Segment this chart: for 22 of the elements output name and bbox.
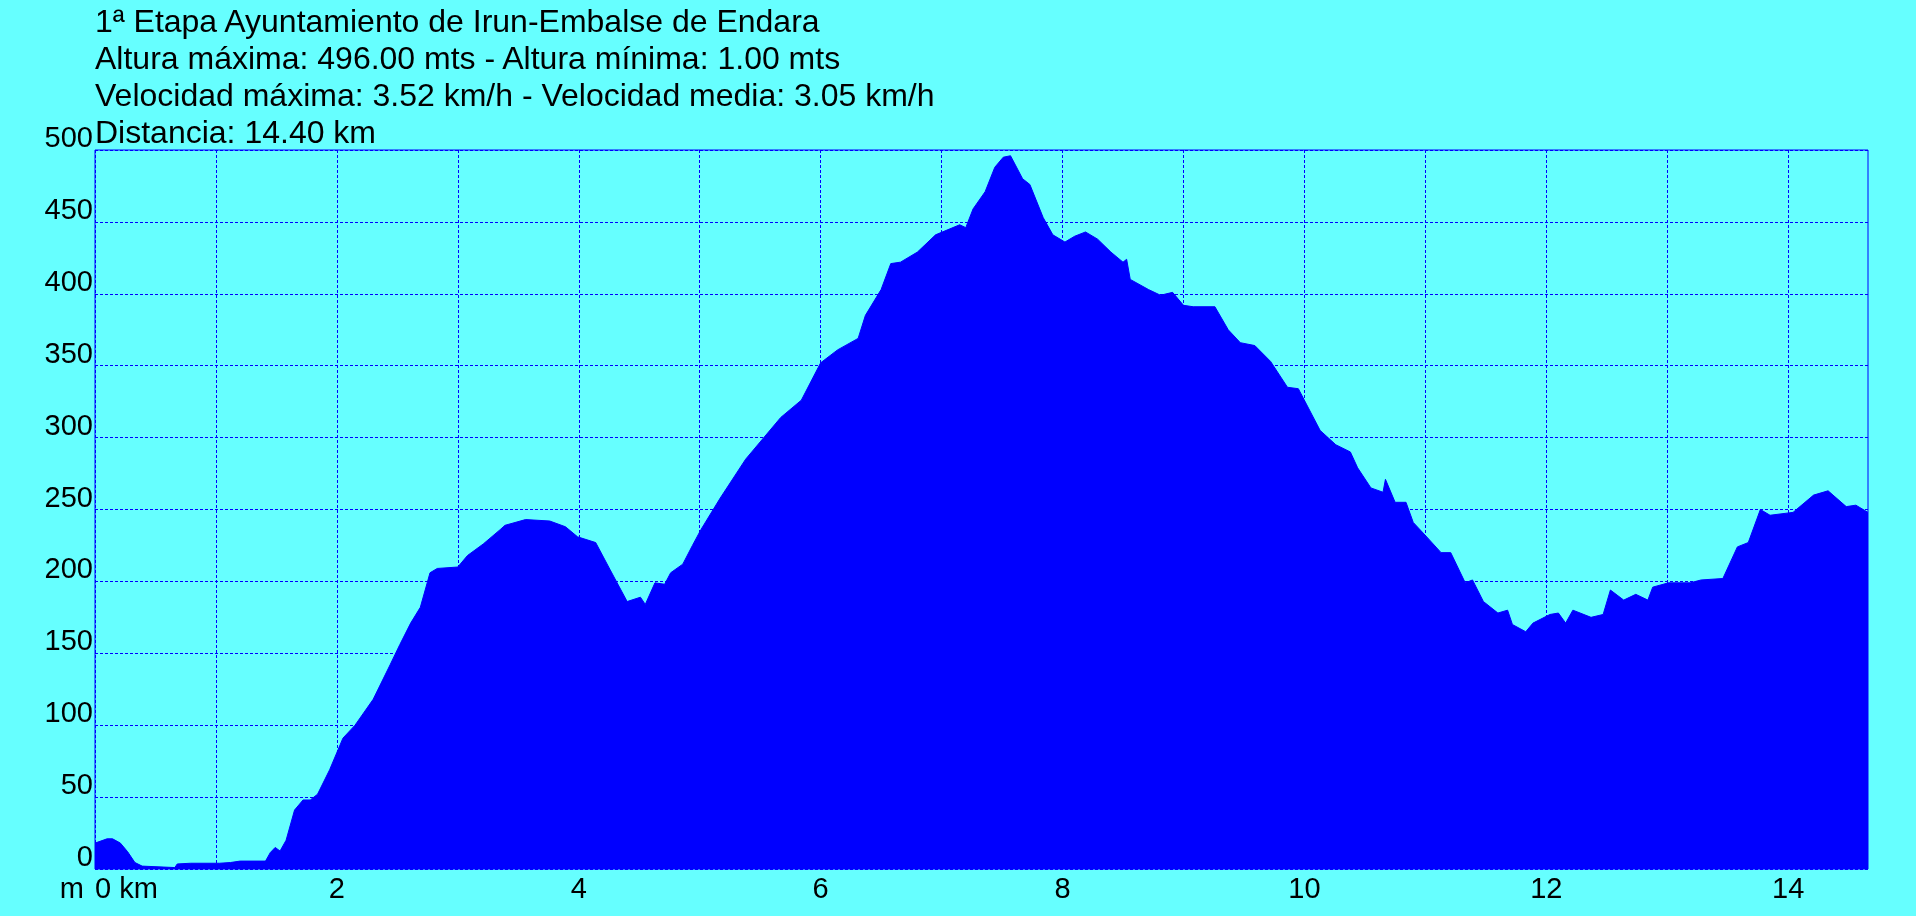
y-tick-label: 250 bbox=[44, 480, 93, 513]
x-tick-label: 10 bbox=[1288, 871, 1321, 904]
x-tick-label: 0 km bbox=[95, 871, 158, 904]
y-tick-label: 350 bbox=[44, 336, 93, 369]
y-tick-label: 450 bbox=[44, 192, 93, 225]
x-tick-label: 12 bbox=[1530, 871, 1563, 904]
y-tick-label: 400 bbox=[44, 264, 93, 297]
chart-subtitle: Altura máxima: 496.00 mts - Altura mínima: 1.00 mts Velocidad máxima: 3.52 km/h - Velocidad media: 3.05 km/h Distancia: 14.40 km bbox=[95, 39, 935, 150]
y-tick-label: 300 bbox=[44, 408, 93, 441]
y-tick-label: 0 bbox=[76, 840, 93, 872]
y-tick-label: 500 bbox=[44, 121, 93, 153]
x-tick-label: 14 bbox=[1772, 871, 1805, 904]
y-tick-label: 50 bbox=[60, 768, 93, 801]
y-tick-label: 150 bbox=[44, 624, 93, 657]
y-tick-label: 200 bbox=[44, 552, 93, 585]
x-tick-label: 2 bbox=[328, 871, 345, 904]
x-tick-label: 4 bbox=[570, 871, 587, 904]
x-tick-label: 8 bbox=[1054, 871, 1071, 904]
chart-title: 1ª Etapa Ayuntamiento de Irun-Embalse de Endara bbox=[95, 2, 820, 39]
x-tick-label: 6 bbox=[812, 871, 829, 904]
y-axis-title: m bbox=[59, 871, 84, 904]
y-tick-label: 100 bbox=[44, 696, 93, 729]
